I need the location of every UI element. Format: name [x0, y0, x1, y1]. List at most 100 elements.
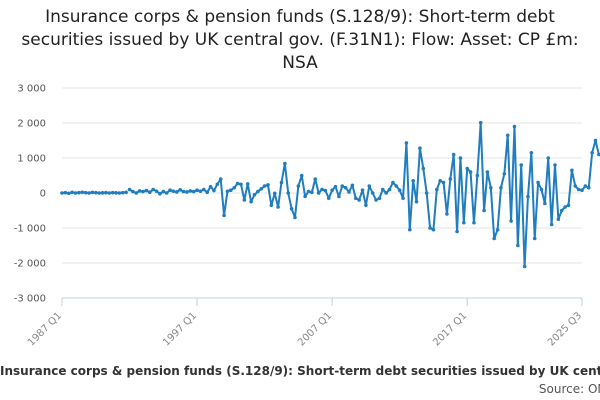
data-point[interactable] [499, 185, 503, 190]
data-point[interactable] [573, 184, 578, 188]
data-point[interactable] [168, 188, 172, 192]
data-point[interactable] [93, 190, 98, 195]
data-point[interactable] [532, 236, 537, 241]
data-point[interactable] [387, 187, 392, 192]
data-point[interactable] [191, 189, 196, 194]
data-point[interactable] [526, 194, 530, 199]
data-point[interactable] [205, 190, 209, 195]
data-point[interactable] [279, 180, 284, 185]
data-point[interactable] [509, 219, 513, 223]
data-point[interactable] [171, 189, 176, 194]
data-point[interactable] [63, 190, 68, 195]
data-point[interactable] [404, 141, 409, 145]
data-point[interactable] [175, 190, 179, 194]
data-point[interactable] [104, 190, 108, 195]
data-point[interactable] [151, 187, 155, 192]
data-point[interactable] [505, 133, 510, 138]
data-point[interactable] [262, 184, 267, 188]
data-point[interactable] [232, 185, 237, 190]
data-point[interactable] [229, 188, 233, 192]
data-point[interactable] [546, 156, 551, 160]
data-point[interactable] [299, 173, 304, 178]
data-point[interactable] [134, 191, 139, 195]
data-point[interactable] [516, 243, 520, 248]
data-point[interactable] [124, 190, 128, 195]
data-point[interactable] [357, 198, 361, 202]
data-point[interactable] [401, 196, 405, 201]
data-point[interactable] [458, 156, 463, 160]
data-point[interactable] [455, 229, 459, 234]
data-point[interactable] [178, 188, 182, 192]
data-point[interactable] [495, 227, 500, 232]
data-point[interactable] [343, 185, 348, 190]
data-point[interactable] [350, 183, 355, 188]
data-point[interactable] [482, 208, 486, 213]
data-point[interactable] [164, 191, 169, 195]
data-point[interactable] [347, 190, 351, 194]
data-point[interactable] [536, 180, 540, 185]
data-point[interactable] [431, 227, 436, 232]
data-point[interactable] [161, 189, 166, 194]
data-point[interactable] [202, 187, 206, 192]
data-point[interactable] [384, 191, 388, 195]
data-point[interactable] [269, 203, 274, 208]
data-point[interactable] [100, 191, 105, 195]
data-point[interactable] [330, 188, 334, 192]
data-point[interactable] [337, 194, 341, 199]
data-point[interactable] [566, 203, 571, 208]
data-point[interactable] [424, 191, 429, 195]
data-point[interactable] [313, 177, 318, 181]
data-point[interactable] [256, 189, 260, 194]
data-point[interactable] [549, 222, 554, 227]
data-point[interactable] [462, 220, 466, 225]
data-point[interactable] [215, 182, 220, 187]
data-point[interactable] [289, 206, 294, 211]
data-point[interactable] [333, 184, 338, 189]
data-point[interactable] [252, 192, 257, 197]
data-point[interactable] [441, 180, 446, 185]
data-point[interactable] [597, 152, 600, 157]
data-point[interactable] [556, 217, 561, 222]
data-point[interactable] [445, 212, 449, 216]
data-point[interactable] [397, 188, 402, 192]
data-point[interactable] [435, 187, 439, 192]
data-point[interactable] [73, 191, 78, 195]
data-point[interactable] [374, 198, 378, 202]
data-point[interactable] [580, 188, 584, 192]
data-point[interactable] [529, 150, 534, 155]
data-point[interactable] [590, 150, 594, 155]
data-point[interactable] [353, 196, 358, 201]
data-point[interactable] [218, 177, 223, 181]
data-point[interactable] [266, 183, 270, 187]
data-point[interactable] [428, 226, 432, 230]
data-point[interactable] [316, 191, 321, 195]
data-point[interactable] [242, 198, 247, 202]
data-point[interactable] [66, 191, 71, 196]
data-point[interactable] [522, 264, 527, 269]
data-point[interactable] [110, 190, 115, 195]
data-point[interactable] [364, 203, 368, 208]
data-point[interactable] [539, 187, 544, 192]
data-point[interactable] [212, 188, 216, 193]
data-point[interactable] [208, 184, 213, 189]
data-point[interactable] [370, 191, 375, 195]
data-point[interactable] [380, 187, 385, 192]
data-point[interactable] [489, 185, 493, 190]
data-point[interactable] [222, 213, 226, 218]
data-point[interactable] [80, 190, 85, 195]
data-point[interactable] [137, 189, 142, 193]
data-point[interactable] [235, 181, 240, 186]
data-point[interactable] [131, 189, 135, 194]
data-point[interactable] [391, 180, 395, 185]
data-point[interactable] [468, 170, 473, 174]
data-point[interactable] [70, 190, 74, 195]
data-point[interactable] [367, 184, 372, 188]
data-point[interactable] [147, 190, 152, 195]
data-point[interactable] [485, 170, 490, 174]
data-point[interactable] [320, 187, 324, 192]
data-point[interactable] [188, 189, 193, 193]
data-point[interactable] [593, 138, 598, 143]
data-point[interactable] [418, 146, 422, 150]
data-point[interactable] [553, 163, 557, 167]
data-point[interactable] [492, 236, 497, 241]
